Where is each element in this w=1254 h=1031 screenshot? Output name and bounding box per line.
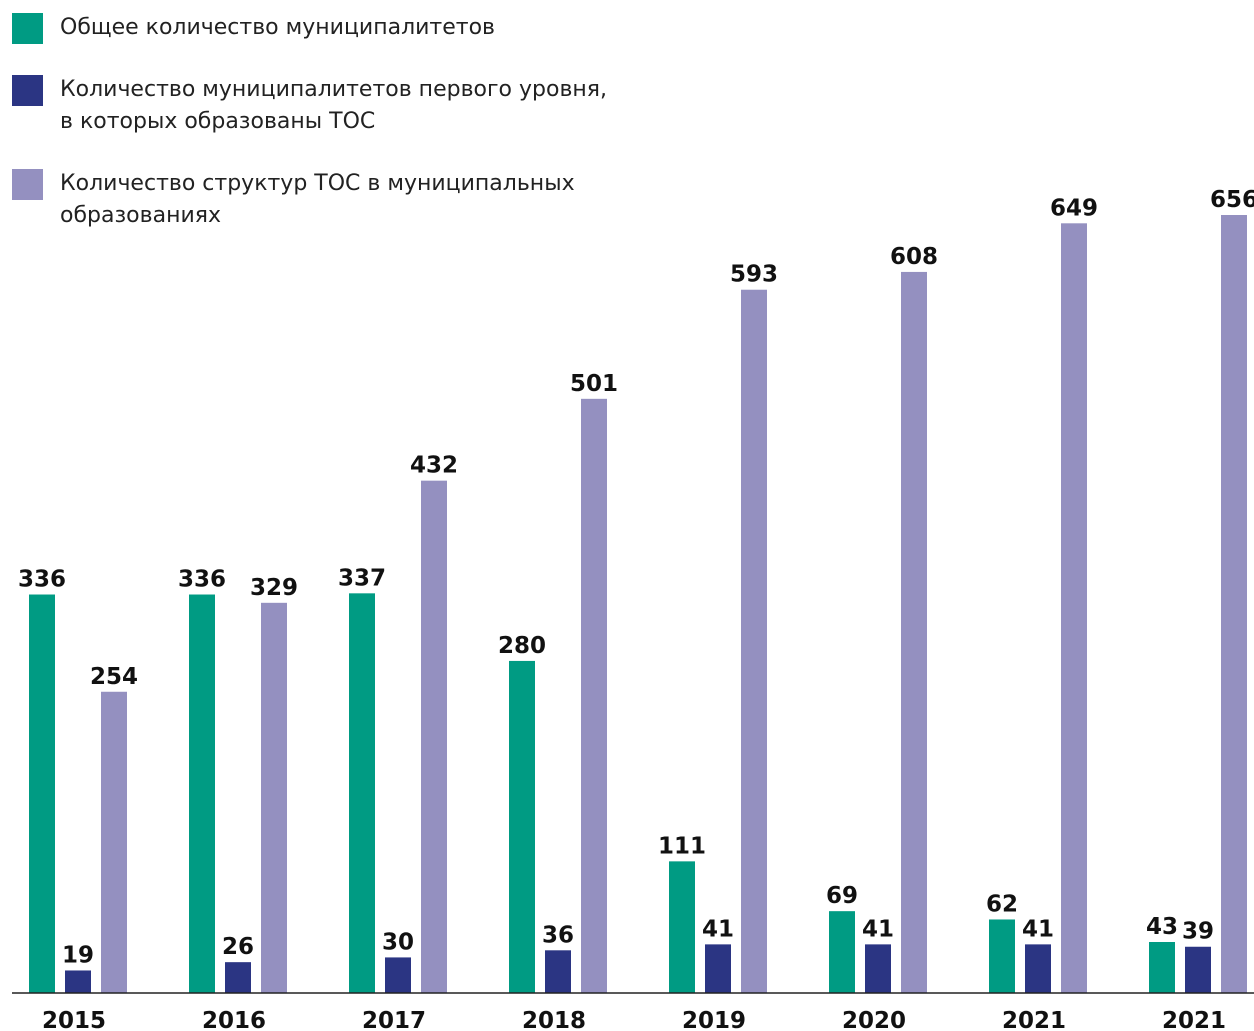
legend-label: Количество структур ТОС в муниципальных …: [60, 171, 575, 228]
bar: [1185, 946, 1211, 993]
bar: [261, 602, 287, 993]
data-label: 30: [382, 929, 414, 955]
data-label: 69: [826, 883, 858, 909]
x-tick-label: 2015: [42, 1008, 106, 1031]
data-label: 26: [222, 934, 254, 960]
bar: [225, 962, 251, 993]
bar: [1025, 944, 1051, 993]
x-tick-label: 2017: [362, 1008, 426, 1031]
data-label: 43: [1146, 914, 1178, 940]
bar: [865, 944, 891, 993]
legend-item: Общее количество муниципалитетов: [12, 12, 620, 44]
bar: [189, 594, 215, 993]
bar: [1061, 223, 1087, 994]
data-label: 254: [90, 664, 138, 690]
bar: [705, 944, 731, 993]
data-label: 39: [1182, 919, 1214, 945]
data-label: 649: [1050, 195, 1098, 221]
legend-swatch: [12, 75, 43, 106]
legend-item: Количество структур ТОС в муниципальных …: [12, 168, 620, 232]
x-tick-label: 2020: [842, 1008, 906, 1031]
x-tick-label: 2019: [682, 1008, 746, 1031]
data-label: 432: [410, 453, 458, 479]
data-label: 656: [1210, 187, 1254, 213]
data-label: 19: [62, 942, 94, 968]
bar: [741, 289, 767, 994]
data-label: 111: [658, 833, 706, 859]
legend-swatch: [12, 169, 43, 200]
data-label: 41: [862, 916, 894, 942]
data-label: 280: [498, 633, 546, 659]
bar: [901, 271, 927, 993]
legend-label: Количество муниципалитетов первого уровн…: [60, 77, 608, 134]
legend: Общее количество муниципалитетов Количест…: [12, 12, 620, 262]
data-label: 329: [250, 575, 298, 601]
bar: [545, 950, 571, 993]
data-label: 337: [338, 565, 386, 591]
legend-item: Количество муниципалитетов первого уровн…: [12, 74, 620, 138]
bar: [1149, 942, 1175, 993]
bar: [669, 861, 695, 993]
bar: [989, 919, 1015, 993]
bar: [829, 911, 855, 993]
bar: [509, 660, 535, 993]
bar: [1221, 215, 1247, 993]
data-label: 336: [178, 567, 226, 593]
x-tick-label: 2016: [202, 1008, 266, 1031]
data-label: 41: [702, 916, 734, 942]
data-label: 41: [1022, 916, 1054, 942]
bar: [385, 957, 411, 993]
legend-swatch: [12, 13, 43, 44]
bar: [101, 691, 127, 993]
data-label: 62: [986, 891, 1018, 917]
bar: [29, 594, 55, 993]
data-label: 336: [18, 567, 66, 593]
data-label: 593: [730, 262, 778, 288]
bar: [349, 593, 375, 993]
x-tick-label: 2018: [522, 1008, 586, 1031]
bar: [581, 398, 607, 993]
x-tick-label: 2021: [1002, 1008, 1066, 1031]
data-label: 608: [890, 244, 938, 270]
bar: [65, 970, 91, 993]
data-label: 36: [542, 922, 574, 948]
bar: [421, 480, 447, 993]
data-label: 501: [570, 371, 618, 397]
x-tick-label: 2021: [1162, 1008, 1226, 1031]
legend-label: Общее количество муниципалитетов: [60, 15, 496, 40]
